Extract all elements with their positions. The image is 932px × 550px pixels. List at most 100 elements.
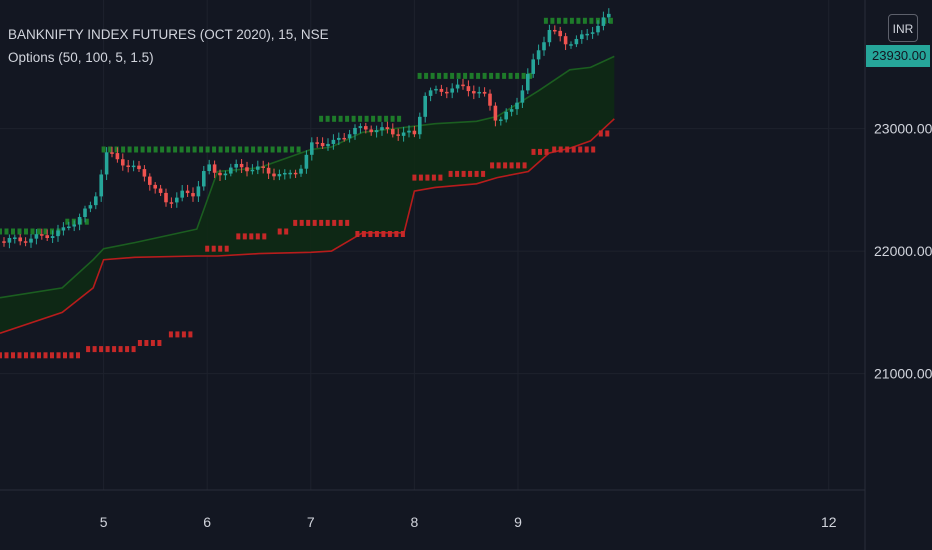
lower-stop-dot — [503, 162, 508, 169]
lower-stop-dot — [86, 346, 91, 353]
lower-stop-dot — [4, 352, 9, 359]
candle-body — [148, 176, 152, 185]
candle-body — [596, 25, 600, 33]
upper-stop-dot — [476, 72, 481, 79]
candle-body — [310, 142, 314, 155]
upper-stop-dot — [489, 72, 494, 79]
candle-body — [509, 109, 514, 112]
lower-stop-dot — [571, 146, 576, 153]
x-tick-label: 5 — [100, 514, 108, 530]
lower-stop-dot — [205, 245, 210, 252]
candle-body — [67, 226, 71, 229]
candle-body — [563, 36, 568, 45]
lower-stop-dot — [461, 170, 466, 177]
y-tick-label: 21000.00 — [874, 366, 932, 382]
lower-stop-dot — [448, 170, 453, 177]
lower-stop-dot — [455, 170, 460, 177]
candle-body — [401, 132, 406, 136]
upper-stop-dot — [192, 146, 197, 153]
upper-stop-dot — [430, 72, 435, 79]
lower-stop-dot — [131, 346, 136, 353]
candle-body — [337, 137, 341, 140]
upper-stop-dot — [319, 115, 324, 122]
upper-stop-dot — [212, 146, 217, 153]
candle-body — [164, 192, 168, 203]
lower-stop-dot — [150, 340, 155, 346]
candle-body — [272, 173, 276, 177]
upper-stop-dot — [589, 17, 594, 24]
lower-stop-dot — [168, 331, 173, 338]
candle-body — [191, 193, 195, 197]
upper-stop-dot — [24, 228, 28, 235]
lower-stop-dot — [400, 231, 405, 237]
candle-body — [439, 88, 444, 92]
upper-stop-dot — [325, 115, 330, 122]
lower-stop-dot — [394, 231, 399, 237]
lower-stop-dot — [24, 352, 28, 359]
candle-body — [29, 238, 33, 243]
x-tick-label: 12 — [821, 514, 837, 530]
upper-stop-dot — [495, 72, 500, 79]
lower-stop-dot — [211, 245, 216, 252]
upper-stop-dot — [257, 146, 262, 153]
candle-body — [153, 184, 157, 189]
upper-stop-dot — [515, 72, 520, 79]
chart-title: BANKNIFTY INDEX FUTURES (OCT 2020), 15, … — [8, 27, 329, 42]
lower-stop-dot — [565, 146, 570, 153]
lower-stop-dot — [181, 331, 186, 338]
candle-body — [423, 95, 427, 117]
lower-stop-dot — [99, 346, 104, 353]
x-tick-label: 7 — [307, 514, 315, 530]
upper-stop-dot — [371, 115, 376, 122]
upper-stop-dot — [121, 146, 126, 153]
upper-stop-dot — [205, 146, 210, 153]
candle-body — [396, 134, 400, 136]
candle-body — [131, 165, 136, 168]
lower-stop-dot — [481, 170, 486, 177]
lower-stop-dot — [118, 346, 123, 353]
lower-stop-dot — [345, 219, 350, 226]
candle-body — [607, 13, 611, 18]
lower-stop-dot — [387, 231, 392, 237]
lower-stop-dot — [598, 130, 603, 137]
lower-stop-dot — [188, 331, 193, 338]
candle-body — [207, 164, 211, 172]
lower-stop-dot — [509, 162, 514, 169]
candle-body — [283, 172, 287, 175]
upper-stop-dot — [199, 146, 204, 153]
candle-body — [299, 168, 303, 174]
band-fill — [0, 56, 615, 334]
candle-body — [110, 152, 114, 154]
lower-stop-dot — [50, 352, 54, 359]
upper-stop-dot — [437, 72, 442, 79]
upper-stop-dot — [50, 228, 54, 235]
lower-stop-dot — [306, 219, 311, 226]
candle-body — [547, 29, 552, 43]
lower-stop-dot — [157, 340, 162, 346]
lower-stop-dot — [431, 174, 436, 181]
currency-button[interactable]: INR — [888, 14, 918, 42]
candle-body — [229, 167, 233, 174]
lower-stop-dot — [381, 231, 386, 237]
upper-stop-dot — [134, 146, 139, 153]
candle-body — [531, 59, 535, 74]
candle-body — [320, 142, 325, 147]
candle-body — [34, 234, 39, 239]
candle-body — [482, 91, 487, 94]
indicator-legend[interactable]: Options (50, 100, 5, 1.5) — [8, 50, 154, 65]
candle-body — [526, 73, 530, 91]
candle-body — [315, 142, 319, 144]
upper-stop-dot — [225, 146, 230, 153]
candle-body — [45, 235, 49, 239]
candle-body — [61, 227, 66, 231]
lower-stop-dot — [418, 174, 423, 181]
lower-stop-dot — [468, 170, 473, 177]
upper-stop-dot — [270, 146, 275, 153]
candle-body — [304, 154, 309, 169]
upper-stop-dot — [244, 146, 249, 153]
candle-body — [369, 129, 373, 133]
candle-body — [266, 167, 271, 174]
x-tick-label: 6 — [203, 514, 211, 530]
lower-stop-dot — [438, 174, 443, 181]
